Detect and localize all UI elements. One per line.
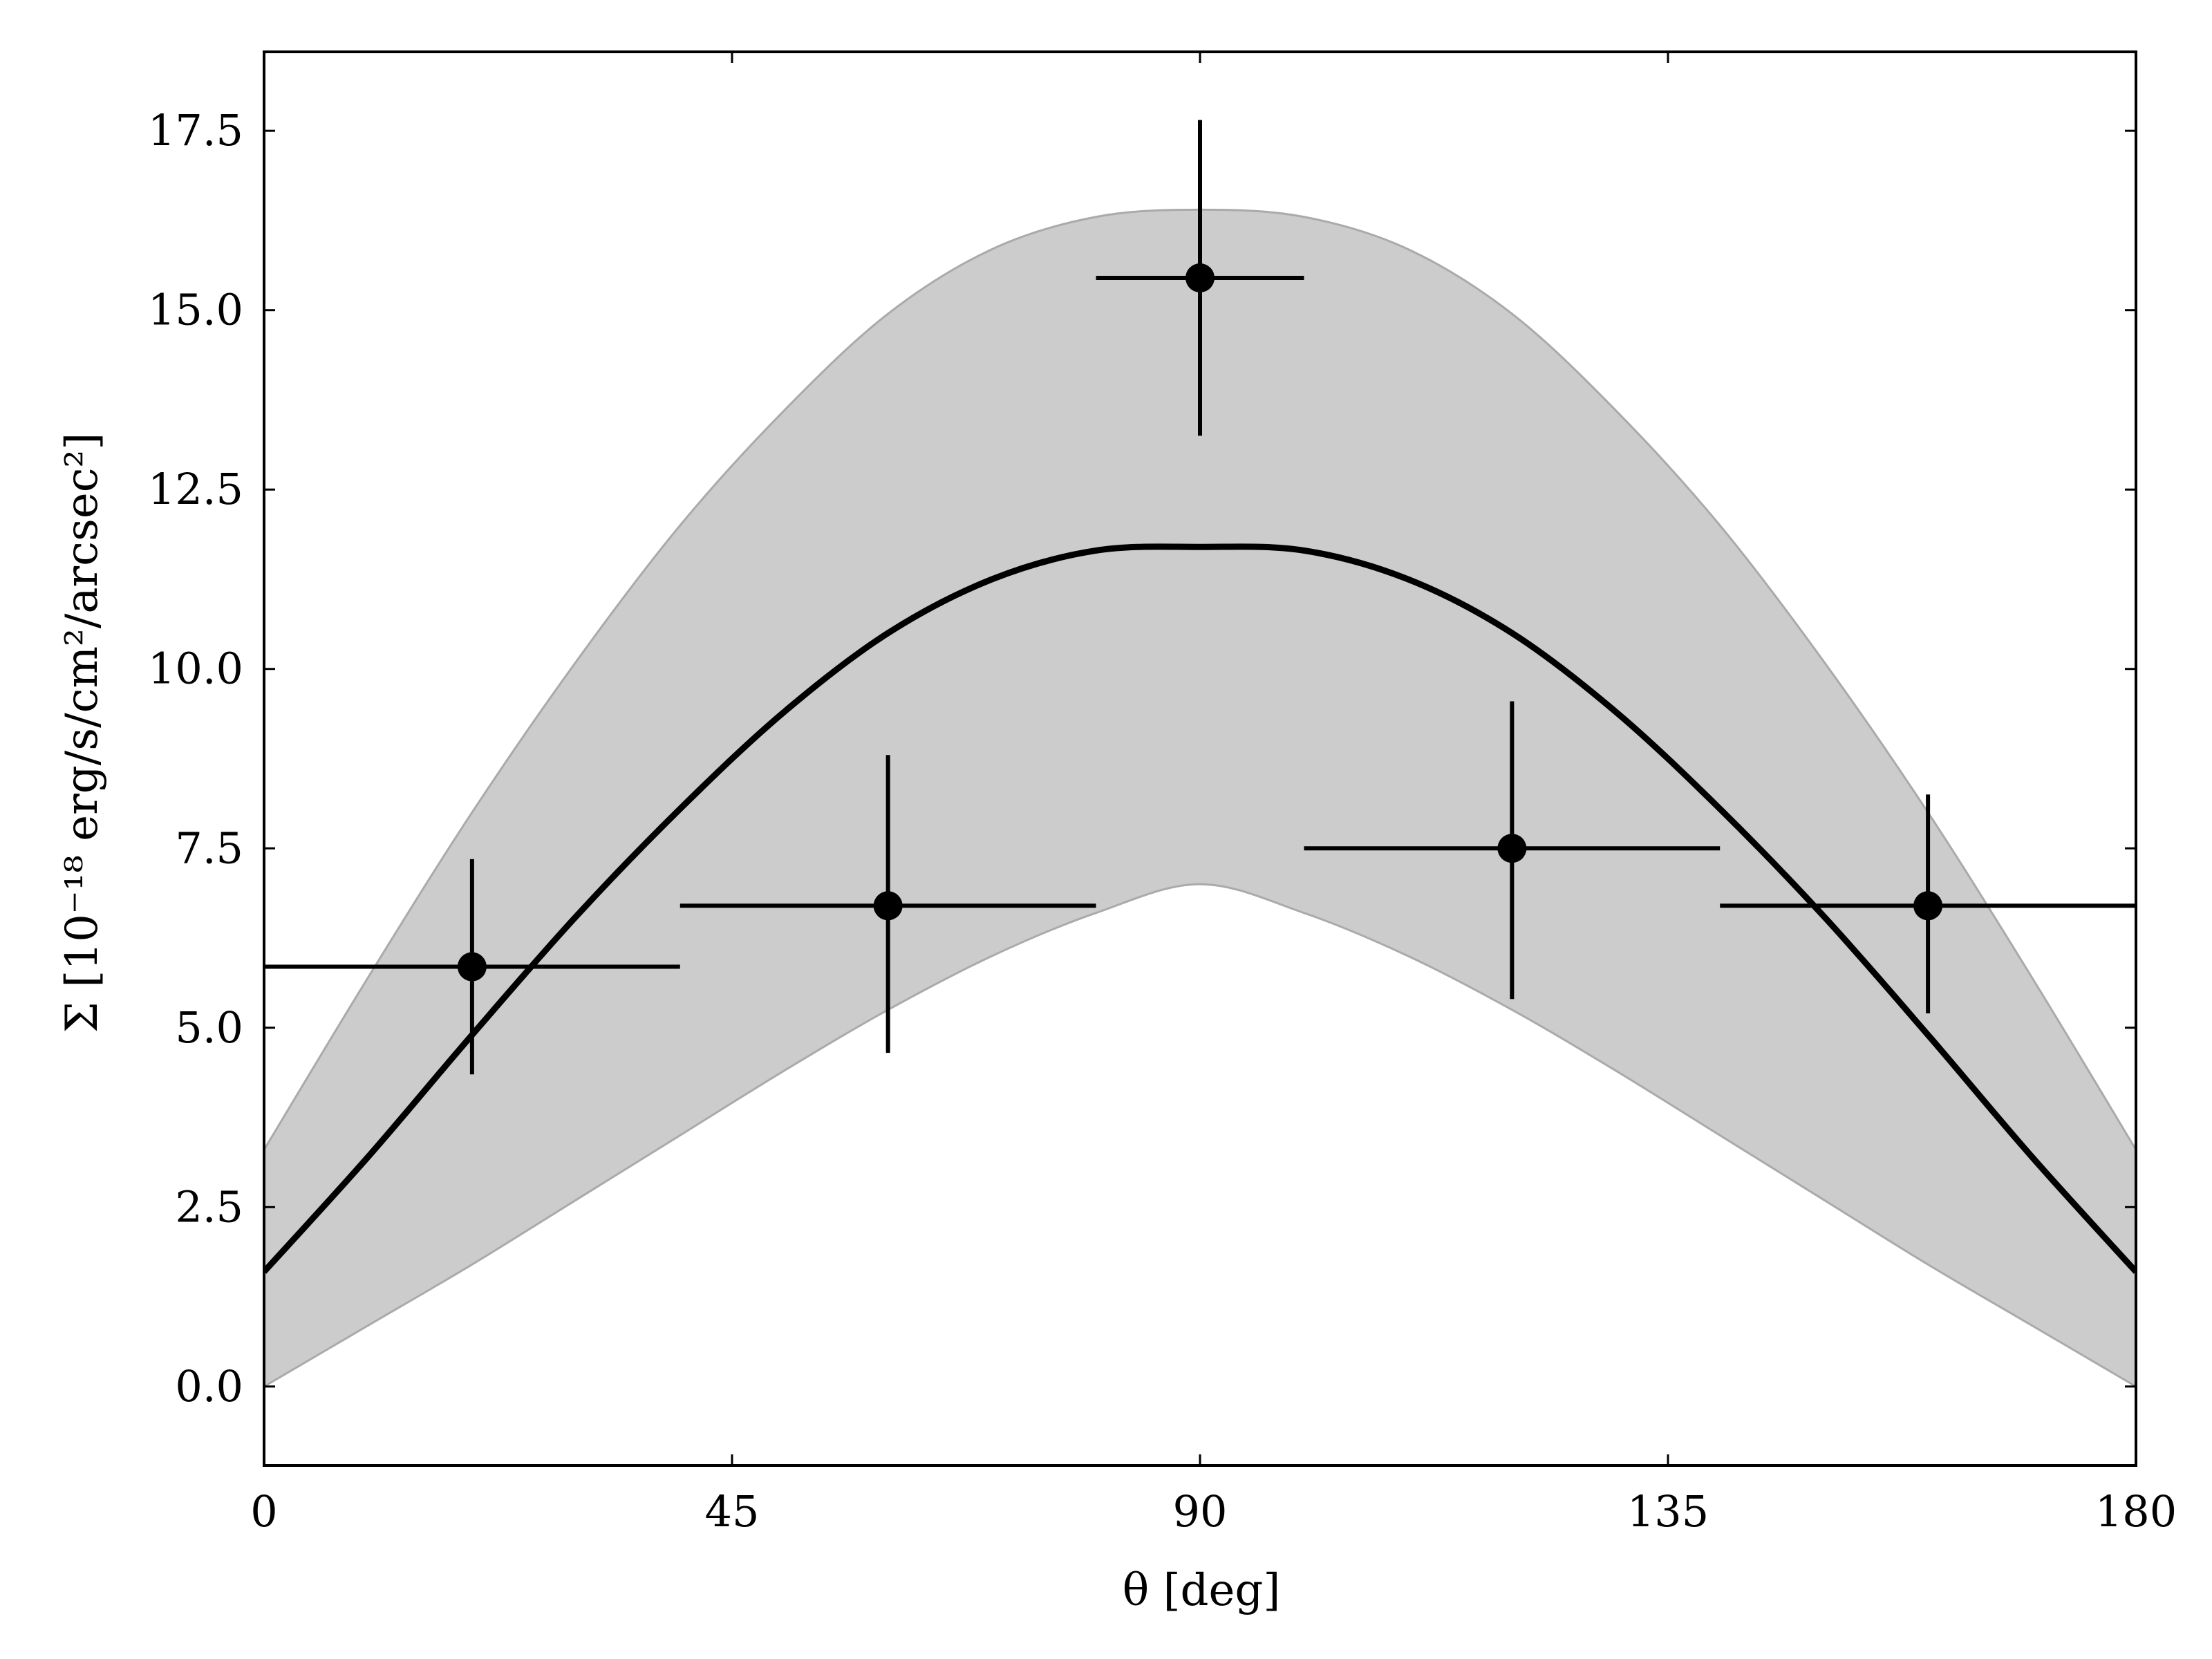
y-tick-label: 12.5 (148, 464, 243, 514)
x-tick-label: 135 (1627, 1486, 1709, 1537)
y-tick-label: 17.5 (148, 105, 243, 156)
data-point (873, 891, 903, 921)
x-tick-label: 90 (1173, 1486, 1228, 1537)
data-point (457, 952, 487, 982)
y-axis-label: Σ [10⁻¹⁸ erg/s/cm²/arcsec²] (57, 433, 108, 1033)
x-tick-label: 180 (2095, 1486, 2177, 1537)
model-curve (264, 543, 2136, 1274)
x-tick-label: 45 (705, 1486, 760, 1537)
data-point (1497, 834, 1527, 863)
ticks: 0 45 90 135 180 0.0 2.5 5.0 7.5 10.0 12.5 15.0 17.5 (148, 52, 2177, 1537)
axes-frame (263, 50, 2137, 1467)
y-tick-label: 7.5 (175, 823, 243, 873)
y-tick-label: 15.0 (148, 285, 243, 335)
y-tick-label: 5.0 (175, 1002, 243, 1053)
model-uncertainty-band (264, 209, 2136, 1387)
data-point (1185, 263, 1215, 292)
plot-area (264, 120, 2136, 1388)
x-tick-label: 0 (250, 1486, 277, 1537)
band-lower-edge (264, 883, 2136, 1388)
data-point (1913, 891, 1943, 921)
plot-content (264, 120, 2136, 1388)
x-axis-label: θ [deg] (1123, 1565, 1281, 1616)
y-tick-label: 10.0 (148, 644, 243, 694)
plot-frame (263, 50, 2137, 1467)
y-tick-label: 2.5 (175, 1181, 243, 1232)
y-tick-label: 0.0 (175, 1361, 243, 1412)
